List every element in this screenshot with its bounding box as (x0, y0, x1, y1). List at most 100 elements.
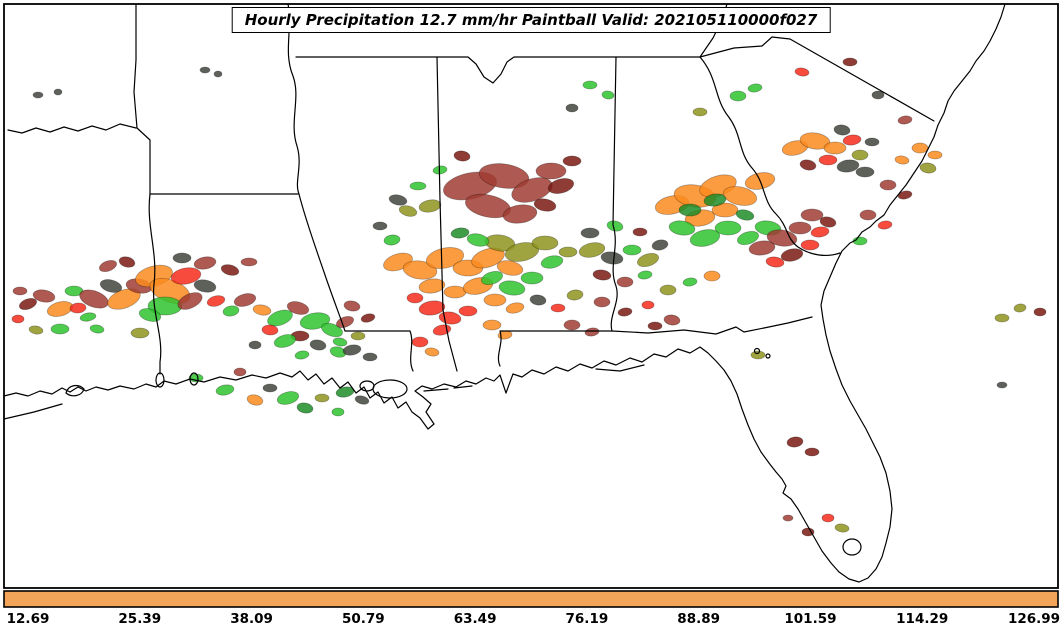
paintball-blob (565, 103, 579, 113)
paintball-blob (252, 304, 272, 316)
paintball-blob (529, 294, 547, 306)
paintball-blob (350, 331, 366, 341)
paintball-blob (593, 296, 611, 308)
paintball-blob (563, 319, 581, 331)
paintball-blob (897, 190, 913, 200)
paintball-blob (118, 256, 136, 268)
paintball-blob (703, 193, 727, 207)
paintball-blob (383, 234, 401, 246)
paintball-blob (360, 313, 376, 323)
paintball-blob (833, 124, 851, 136)
paintball-blob (79, 312, 97, 322)
paintball-blob (296, 402, 314, 414)
paintball-blob (578, 242, 606, 258)
paintball-blob (233, 367, 247, 377)
paintball-blob (562, 155, 582, 167)
colorbar-tick-label: 63.49 (453, 611, 497, 627)
paintball-blob (443, 285, 467, 299)
paintball-blob (32, 289, 56, 303)
border-alabama-florida (497, 330, 613, 367)
paintball-blob (478, 163, 530, 189)
paintball-blob (748, 240, 776, 256)
paintball-blob (482, 319, 502, 331)
border-georgia-florida (611, 316, 813, 335)
paintball-blob (213, 70, 223, 78)
colorbar (3, 590, 1059, 608)
paintball-blob (818, 154, 838, 166)
calcasieu-lake (189, 372, 199, 386)
lake-maurepas (359, 380, 375, 392)
paintball-blob (262, 383, 278, 393)
paintball-blob (248, 340, 262, 350)
paintball-blob (309, 339, 327, 351)
paintball-blob (558, 246, 578, 258)
paintball-blob (432, 324, 452, 336)
paintball-blob (222, 305, 240, 317)
colorbar-tick-label: 126.99 (1007, 611, 1061, 627)
paintball-blob (637, 270, 653, 280)
paintball-blob (505, 302, 525, 314)
paintball-blob (406, 292, 424, 304)
paintball-blob (877, 220, 893, 230)
paintball-blob (332, 337, 348, 347)
paintball-blob (580, 227, 600, 239)
paintball-blob (765, 256, 785, 268)
border-texas-louisiana (148, 193, 162, 375)
paintball-blob (11, 314, 25, 324)
paintball-blob (722, 186, 758, 206)
paintball-blob (424, 347, 440, 357)
paintball-blob (483, 293, 507, 307)
border-mississippi-river (287, 3, 414, 372)
paintball-blob (736, 230, 760, 246)
paintball-blob (418, 199, 442, 213)
paintball-blob (750, 350, 766, 360)
paintball-blob (402, 260, 438, 280)
paintball-blob (919, 162, 937, 174)
paintball-blob (859, 209, 877, 221)
colorbar-tick-label: 114.29 (896, 611, 949, 627)
paintball-blob (69, 302, 87, 314)
paintball-blob (819, 216, 837, 228)
paintball-blob (617, 307, 633, 317)
paintball-blob (321, 322, 343, 338)
paintball-blob (99, 279, 123, 293)
paintball-blob (331, 407, 345, 417)
paintball-blob (632, 227, 648, 237)
map-frame (3, 3, 1059, 589)
paintball-blob (398, 205, 418, 217)
paintball-blob (533, 198, 557, 212)
border-red-river (7, 123, 137, 134)
paintball-blob (834, 523, 850, 533)
paintball-blob (28, 325, 44, 335)
paintball-blob (177, 292, 203, 310)
plot-title: Hourly Precipitation 12.7 mm/hr Paintbal… (244, 11, 818, 29)
paintball-blob (480, 270, 504, 286)
paintball-blob (547, 178, 575, 194)
paintball-blob (246, 394, 264, 406)
colorbar-ticks: 12.69 25.39 38.09 50.79 63.49 76.19 88.89 101.5… (0, 611, 1062, 631)
paintball-blob (766, 229, 798, 247)
paintball-blob (240, 257, 258, 267)
paintball-blob (193, 256, 217, 270)
paintball-blob (1013, 303, 1027, 313)
paintball-layer (11, 57, 1047, 537)
border-northcarolina-southcarolina (699, 36, 935, 122)
paintball-blob (411, 336, 429, 348)
paintball-blob (450, 227, 470, 239)
paintball-blob (314, 393, 330, 403)
paintball-blob (894, 155, 910, 165)
paintball-blob (286, 301, 310, 315)
paintball-blob (471, 247, 505, 269)
border-georgia-southcarolina (699, 56, 841, 257)
paintball-blob (636, 252, 660, 268)
state-borders (7, 3, 935, 375)
paintball-blob (193, 279, 217, 293)
paintball-blob (550, 303, 566, 313)
paintball-blob (651, 239, 669, 251)
paintball-blob (994, 313, 1010, 323)
paintball-blob (786, 436, 804, 448)
paintball-blob (584, 327, 600, 337)
paintball-blob (842, 57, 858, 67)
paintball-blob (267, 309, 293, 327)
